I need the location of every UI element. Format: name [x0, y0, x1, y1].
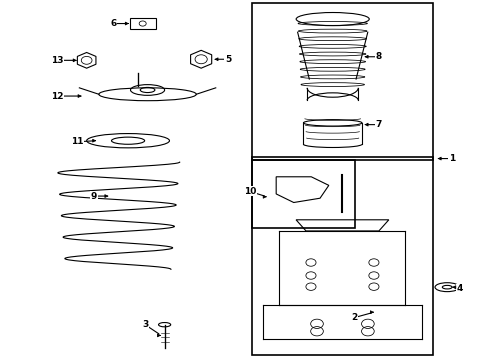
Text: 4: 4: [456, 284, 463, 293]
Text: 2: 2: [351, 313, 358, 322]
Text: 13: 13: [51, 56, 64, 65]
Text: 10: 10: [244, 187, 256, 196]
Text: 11: 11: [71, 137, 83, 146]
Text: 12: 12: [51, 91, 64, 100]
Bar: [129, 18, 156, 29]
Text: 8: 8: [376, 52, 382, 61]
Text: 9: 9: [91, 192, 97, 201]
Text: 3: 3: [142, 320, 148, 329]
Text: 6: 6: [110, 19, 117, 28]
Text: 5: 5: [225, 55, 231, 64]
Text: 1: 1: [449, 154, 455, 163]
Text: 7: 7: [376, 120, 382, 129]
Ellipse shape: [159, 323, 171, 327]
